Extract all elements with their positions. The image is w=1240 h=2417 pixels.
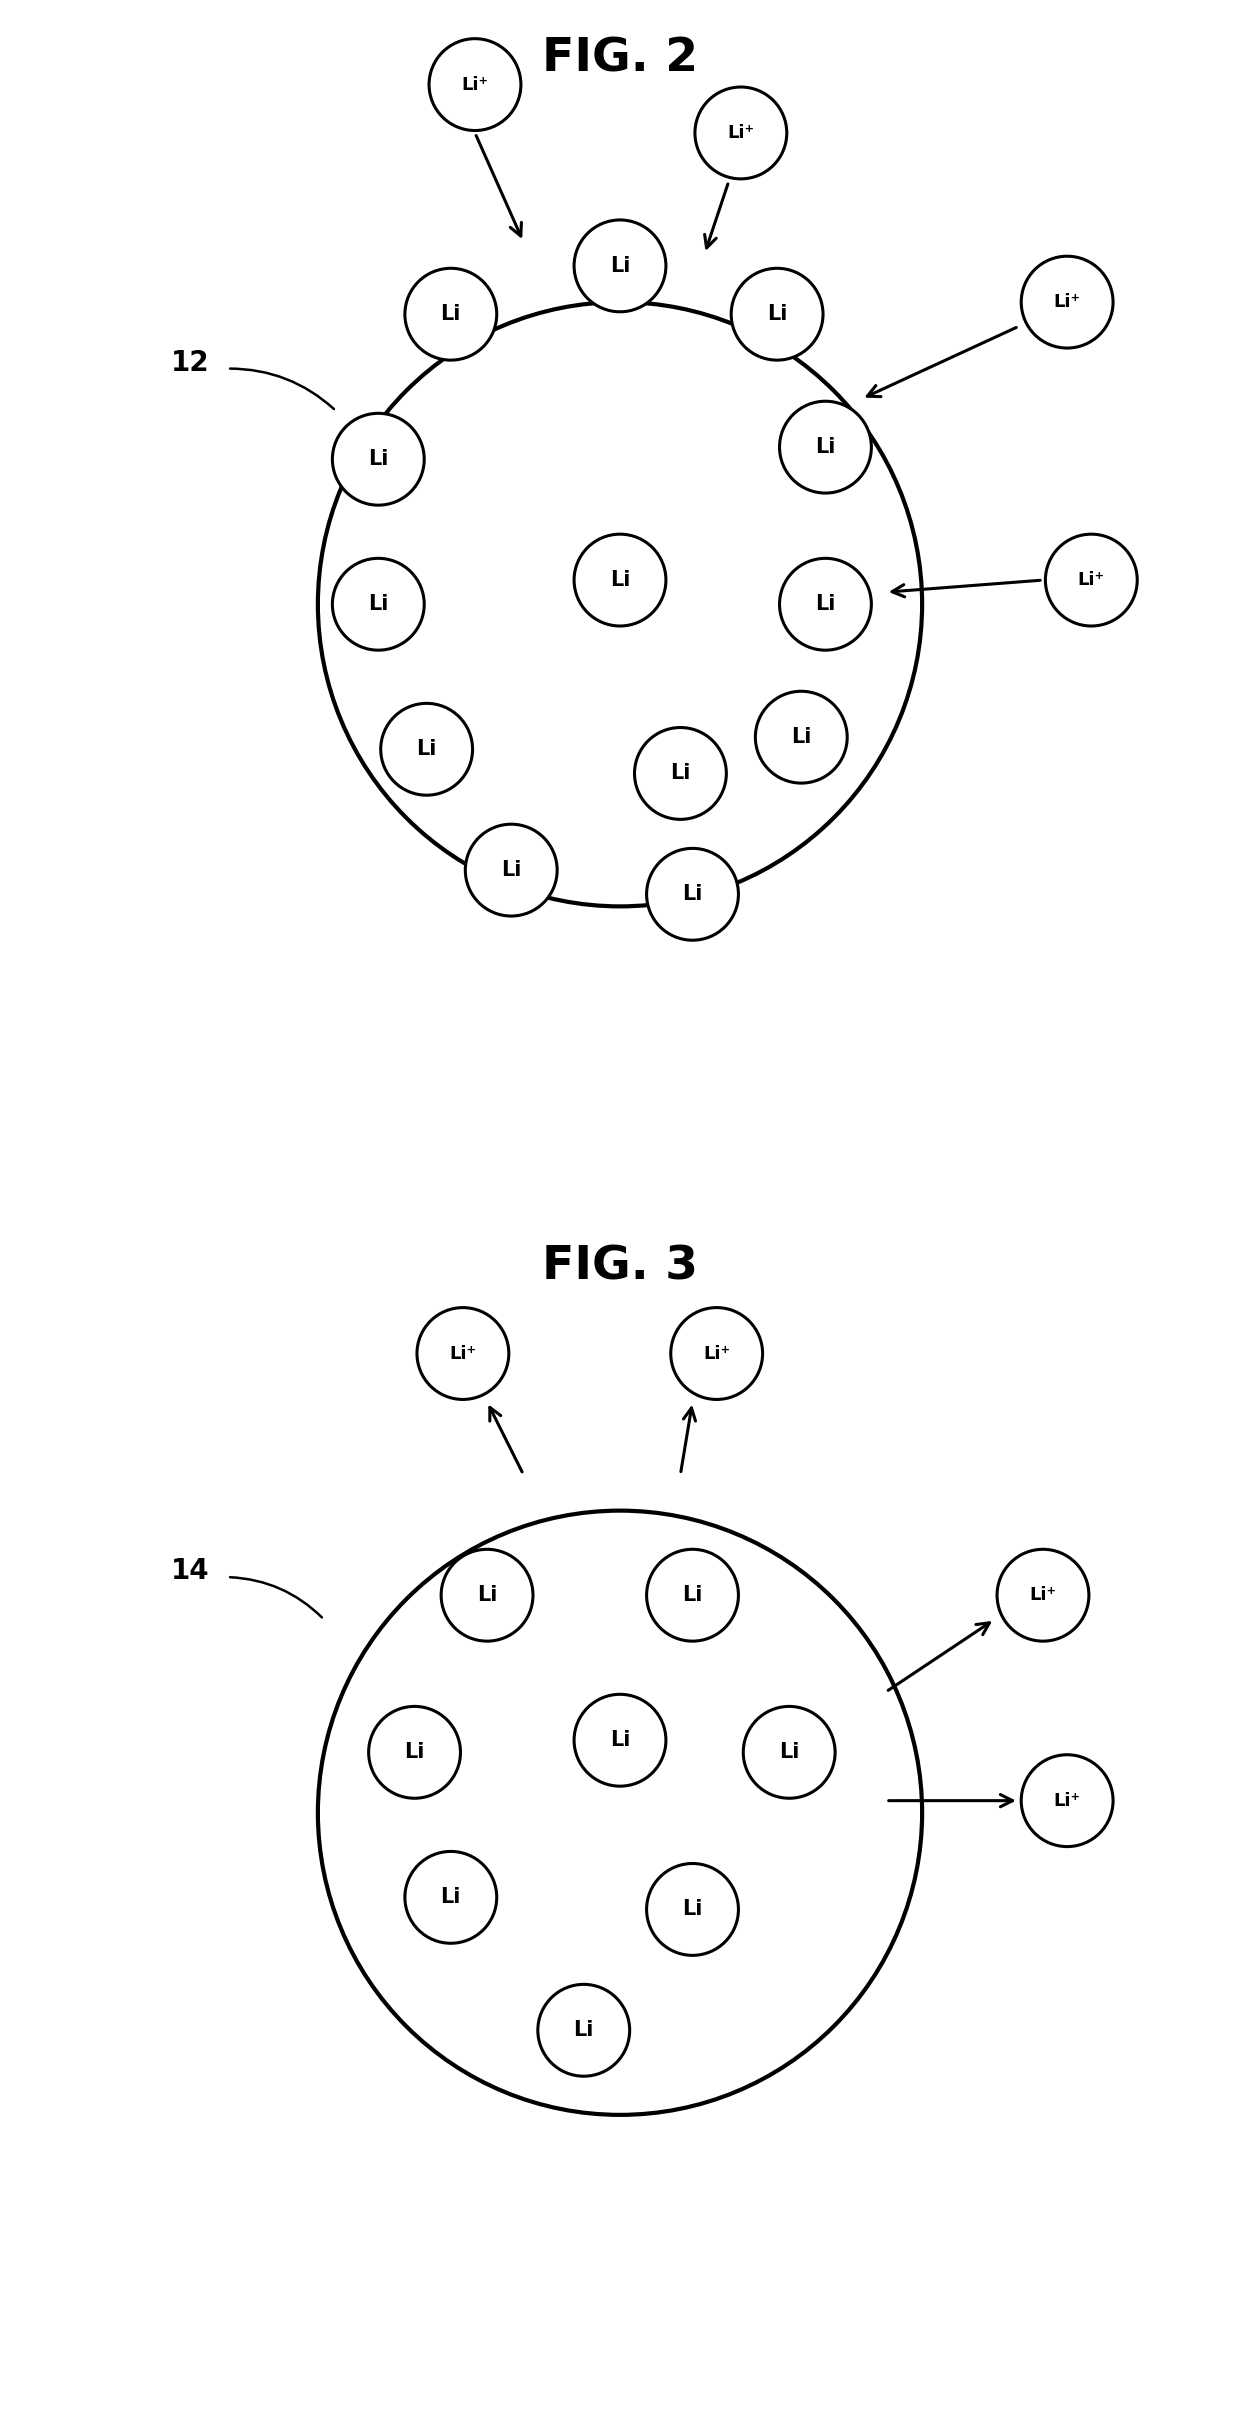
- Circle shape: [1045, 534, 1137, 626]
- Circle shape: [574, 534, 666, 626]
- Circle shape: [441, 1549, 533, 1641]
- Text: Li: Li: [368, 450, 388, 469]
- Circle shape: [538, 1984, 630, 2076]
- Circle shape: [332, 558, 424, 650]
- Circle shape: [780, 401, 872, 493]
- Text: Li: Li: [791, 728, 811, 747]
- Circle shape: [646, 1549, 739, 1641]
- Text: Li⁺: Li⁺: [728, 123, 754, 143]
- Text: 14: 14: [170, 1557, 210, 1586]
- Text: FIG. 3: FIG. 3: [542, 1245, 698, 1291]
- Text: Li: Li: [368, 595, 388, 614]
- Text: Li: Li: [440, 1888, 461, 1907]
- Circle shape: [732, 268, 823, 360]
- Circle shape: [368, 1706, 460, 1798]
- Text: Li: Li: [404, 1743, 425, 1762]
- Text: Li: Li: [610, 570, 630, 590]
- Text: Li⁺: Li⁺: [1054, 1791, 1081, 1810]
- Text: Li⁺: Li⁺: [703, 1344, 730, 1363]
- Circle shape: [1022, 1755, 1114, 1847]
- Circle shape: [646, 848, 739, 940]
- Circle shape: [635, 728, 727, 819]
- Text: 12: 12: [170, 348, 210, 377]
- Circle shape: [317, 1511, 923, 2115]
- Circle shape: [671, 1308, 763, 1399]
- Text: Li⁺: Li⁺: [1078, 570, 1105, 590]
- Circle shape: [405, 1851, 497, 1943]
- Text: Li: Li: [501, 860, 522, 880]
- Circle shape: [755, 691, 847, 783]
- Circle shape: [574, 1694, 666, 1786]
- Circle shape: [694, 87, 786, 179]
- Text: Li: Li: [682, 885, 703, 904]
- Text: Li: Li: [417, 740, 436, 759]
- Text: FIG. 2: FIG. 2: [542, 36, 698, 82]
- Circle shape: [465, 824, 557, 916]
- Circle shape: [332, 413, 424, 505]
- Text: Li: Li: [779, 1743, 800, 1762]
- Text: Li: Li: [766, 305, 787, 324]
- Circle shape: [780, 558, 872, 650]
- Text: Li: Li: [574, 2021, 594, 2040]
- Circle shape: [574, 220, 666, 312]
- Text: Li: Li: [815, 595, 836, 614]
- Text: Li: Li: [671, 764, 691, 783]
- Circle shape: [317, 302, 923, 906]
- Circle shape: [743, 1706, 835, 1798]
- Text: Li: Li: [815, 437, 836, 457]
- Circle shape: [405, 268, 497, 360]
- Text: Li: Li: [477, 1586, 497, 1605]
- Text: Li⁺: Li⁺: [461, 75, 489, 94]
- Circle shape: [646, 1864, 739, 1955]
- Text: Li: Li: [682, 1586, 703, 1605]
- Text: Li: Li: [610, 1731, 630, 1750]
- Text: Li⁺: Li⁺: [449, 1344, 476, 1363]
- Circle shape: [417, 1308, 508, 1399]
- Text: Li⁺: Li⁺: [1029, 1586, 1056, 1605]
- Circle shape: [429, 39, 521, 131]
- Text: Li⁺: Li⁺: [1054, 292, 1081, 312]
- Text: Li: Li: [440, 305, 461, 324]
- Text: Li: Li: [610, 256, 630, 276]
- Circle shape: [381, 703, 472, 795]
- Text: Li: Li: [682, 1900, 703, 1919]
- Circle shape: [1022, 256, 1114, 348]
- Circle shape: [997, 1549, 1089, 1641]
